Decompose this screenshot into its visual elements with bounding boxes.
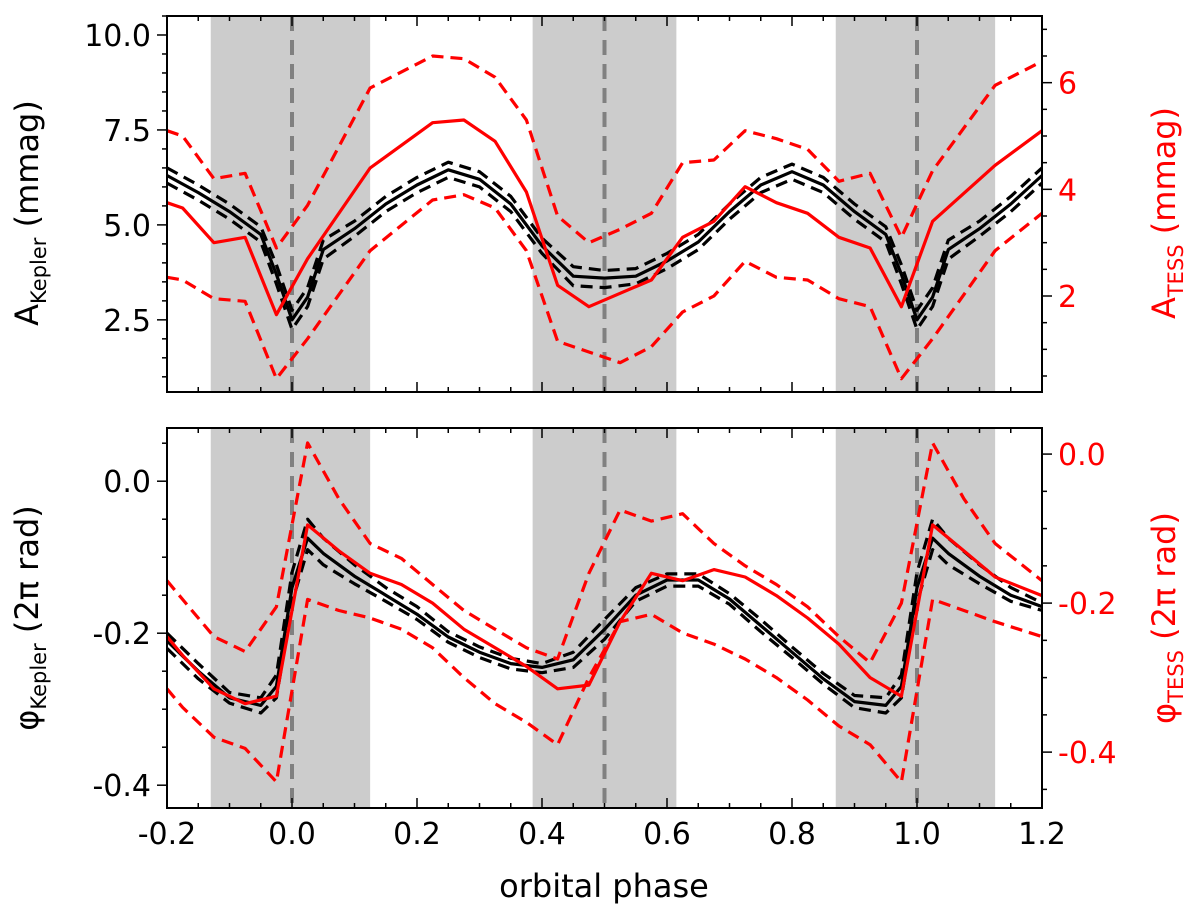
top-right-ylabel-sub: TESS — [1164, 244, 1188, 298]
top-left-ylabel: AKepler (mmag) — [8, 100, 51, 326]
x-tick-label: 0.6 — [643, 817, 691, 852]
x-tick-label: 0.4 — [518, 817, 566, 852]
top-right-y-tick-label: 6 — [1058, 67, 1077, 102]
bottom-series — [165, 441, 1043, 784]
top-tess-dashed-line-4 — [166, 54, 1043, 250]
bottom-tess-dashed-line-4 — [165, 441, 1043, 665]
x-axis-label: orbital phase — [499, 867, 709, 905]
x-tick-label: -0.2 — [138, 817, 197, 852]
bottom-tess-solid-line-3 — [165, 523, 1043, 706]
bottom-kepler-dashed-line-1 — [165, 517, 1043, 700]
top-left-y-tick-label: 10.0 — [84, 19, 151, 54]
top-left-y-tick-label: 7.5 — [103, 114, 151, 149]
top-left-y-tick-label: 2.5 — [103, 304, 151, 339]
bottom-left-ylabel-sub: Kepler — [27, 643, 51, 710]
bottom-tess-dashed-line-5 — [165, 597, 1043, 784]
bottom-left-y-tick-label: -0.2 — [92, 617, 151, 652]
x-tick-label: 1.2 — [1018, 817, 1066, 852]
bottom-kepler-solid-line-0 — [165, 536, 1043, 708]
bottom-right-y-tick-label: 0.0 — [1058, 438, 1106, 473]
top-kepler-dashed-line-2 — [166, 175, 1044, 331]
top-ticks: 2.5 5.0 7.5 10.0 2 4 6 — [84, 15, 1077, 392]
top-kepler-solid-line-0 — [166, 168, 1044, 322]
x-tick-label: 1.0 — [893, 817, 941, 852]
bottom-left-y-tick-label: 0.0 — [103, 465, 151, 500]
bottom-right-y-tick-label: -0.4 — [1058, 736, 1117, 771]
bottom-right-ylabel: φTESS (2π rad) — [1145, 512, 1188, 724]
bottom-eclipse-lines — [290, 428, 919, 808]
bottom-right-ylabel-unit: (2π rad) — [1145, 512, 1183, 650]
top-tess-dashed-line-5 — [166, 193, 1043, 381]
top-kepler-dashed-line-1 — [166, 160, 1044, 312]
top-tess-solid-line-3 — [166, 118, 1043, 317]
x-tick-label: 0.0 — [268, 817, 316, 852]
top-left-ylabel-main: A — [8, 304, 46, 326]
top-right-ylabel-main: A — [1145, 297, 1183, 319]
top-left-ylabel-sub: Kepler — [27, 237, 51, 304]
top-right-ylabel-unit: (mmag) — [1145, 107, 1183, 244]
top-series — [166, 54, 1044, 381]
bottom-left-ylabel: φKepler (2π rad) — [8, 505, 51, 731]
top-eclipse-lines — [290, 16, 919, 392]
bottom-left-ylabel-main: φ — [8, 710, 46, 731]
top-right-ylabel: ATESS (mmag) — [1145, 107, 1188, 319]
bottom-right-ylabel-main: φ — [1145, 703, 1183, 724]
bottom-panel: -0.2 0.0 0.2 0.4 0.6 0.8 1.0 1.2 -0.4 -0.2 0.0 -0.4… — [8, 427, 1188, 852]
bottom-right-y-tick-label: -0.2 — [1058, 587, 1117, 622]
x-tick-label: 0.2 — [393, 817, 441, 852]
top-right-y-tick-label: 4 — [1058, 173, 1077, 208]
bottom-left-y-tick-label: -0.4 — [92, 769, 151, 804]
top-left-ylabel-unit: (mmag) — [8, 100, 46, 237]
bottom-right-ylabel-sub: TESS — [1164, 650, 1188, 704]
bottom-left-ylabel-unit: (2π rad) — [8, 505, 46, 643]
top-right-y-tick-label: 2 — [1058, 280, 1077, 315]
top-left-y-tick-label: 5.0 — [103, 209, 151, 244]
bottom-ticks: -0.2 0.0 0.2 0.4 0.6 0.8 1.0 1.2 -0.4 -0.2 0.0 -0.4… — [92, 428, 1117, 852]
x-tick-label: 0.8 — [768, 817, 816, 852]
